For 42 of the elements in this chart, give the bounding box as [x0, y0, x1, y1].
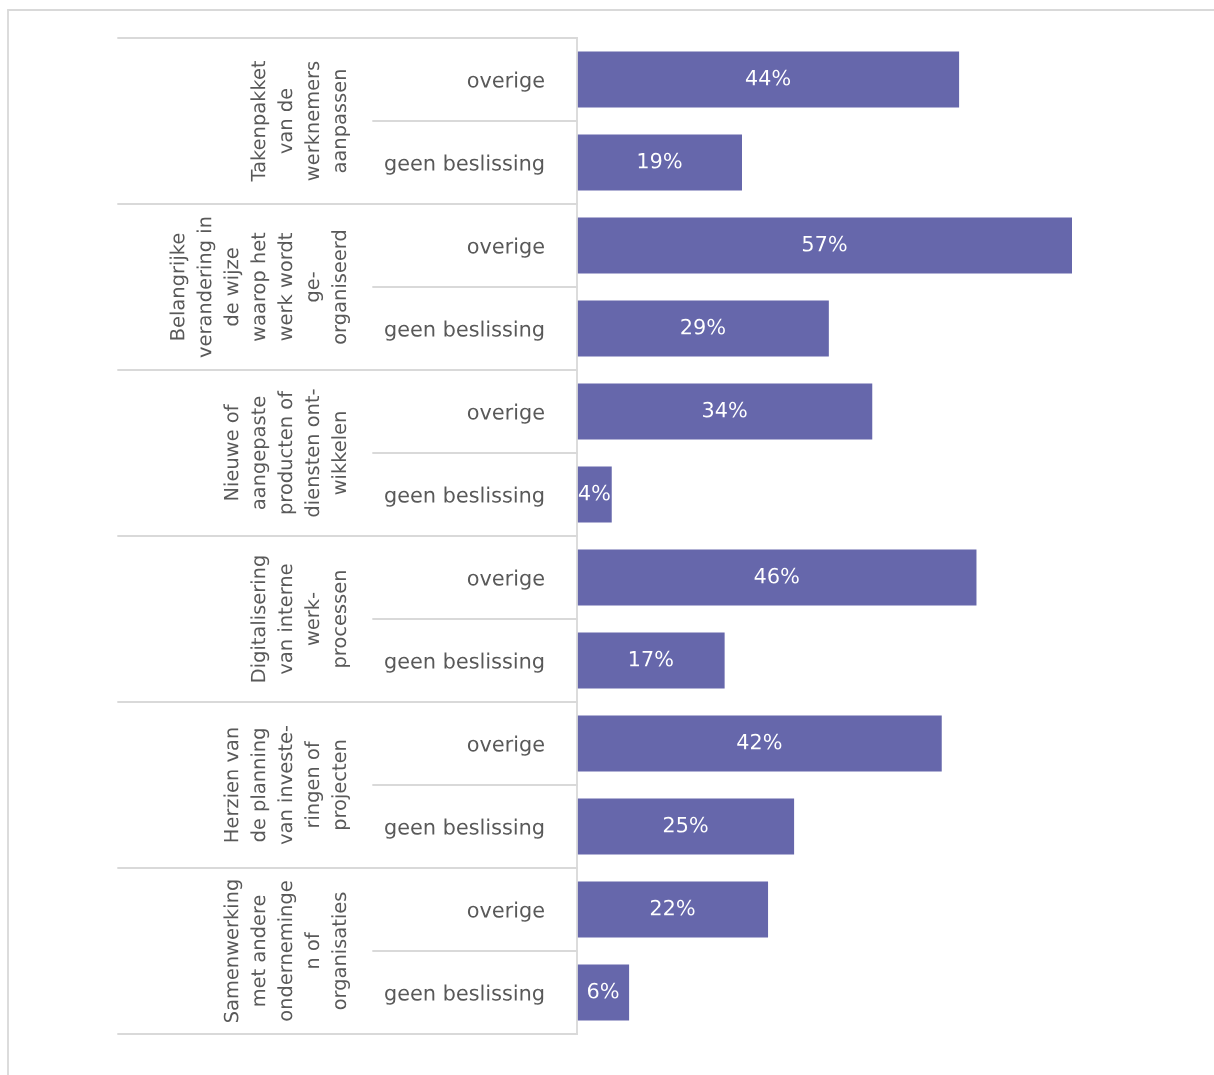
- y-tick-label: overige: [467, 569, 544, 590]
- bar: [577, 300, 829, 357]
- y-tick-label: geen beslissing: [385, 486, 544, 507]
- data-label: 34%: [703, 401, 747, 418]
- bar: [577, 134, 742, 191]
- data-label: 29%: [681, 318, 725, 335]
- data-label: 22%: [650, 899, 695, 916]
- bar: [577, 383, 873, 440]
- data-label: 17%: [629, 650, 673, 667]
- y-tick-label: overige: [467, 237, 544, 258]
- data-label: 44%: [745, 69, 791, 86]
- y-tick-label: overige: [467, 403, 544, 424]
- y-tick-label: overige: [467, 901, 544, 922]
- bar: [577, 632, 725, 689]
- data-label: 46%: [754, 567, 799, 584]
- y-tick-label: geen beslissing: [385, 154, 544, 175]
- y-tick-label: overige: [467, 735, 544, 756]
- text: Nieuwe of aangepaste producten of diensten ont- wikkelen: [223, 389, 347, 517]
- data-label: 57%: [802, 235, 847, 252]
- y-tick-label: overige: [467, 71, 544, 92]
- data-label: 42%: [737, 733, 782, 750]
- data-label: 19%: [638, 152, 682, 169]
- data-label: 6%: [587, 982, 619, 999]
- bar: [577, 549, 977, 606]
- y-tick-label: geen beslissing: [385, 320, 544, 341]
- y-tick-label: geen beslissing: [385, 652, 544, 673]
- y-tick-label: geen beslissing: [385, 984, 544, 1005]
- bar: [577, 881, 769, 938]
- text: Samenwerking met andere onderneminge n of organisaties: [223, 880, 350, 1023]
- text: Herzien van de planning van investe- ringen of projecten: [223, 726, 350, 845]
- text: Belangrijke verandering in de wijze waarop het werk wordt ge- organiseerd: [169, 217, 350, 358]
- bar: [577, 798, 795, 855]
- y-tick-label: geen beslissing: [385, 818, 544, 839]
- bar: [577, 964, 630, 1021]
- bar: [577, 466, 612, 523]
- bar: [577, 217, 1072, 274]
- data-label: 4%: [578, 484, 610, 501]
- bar: [577, 51, 960, 108]
- bar: [577, 715, 942, 772]
- text: Digitalisering van interne werk- processen: [250, 556, 350, 682]
- text: Takenpakket van de werknemers aanpassen: [250, 60, 350, 182]
- data-label: 25%: [663, 816, 708, 833]
